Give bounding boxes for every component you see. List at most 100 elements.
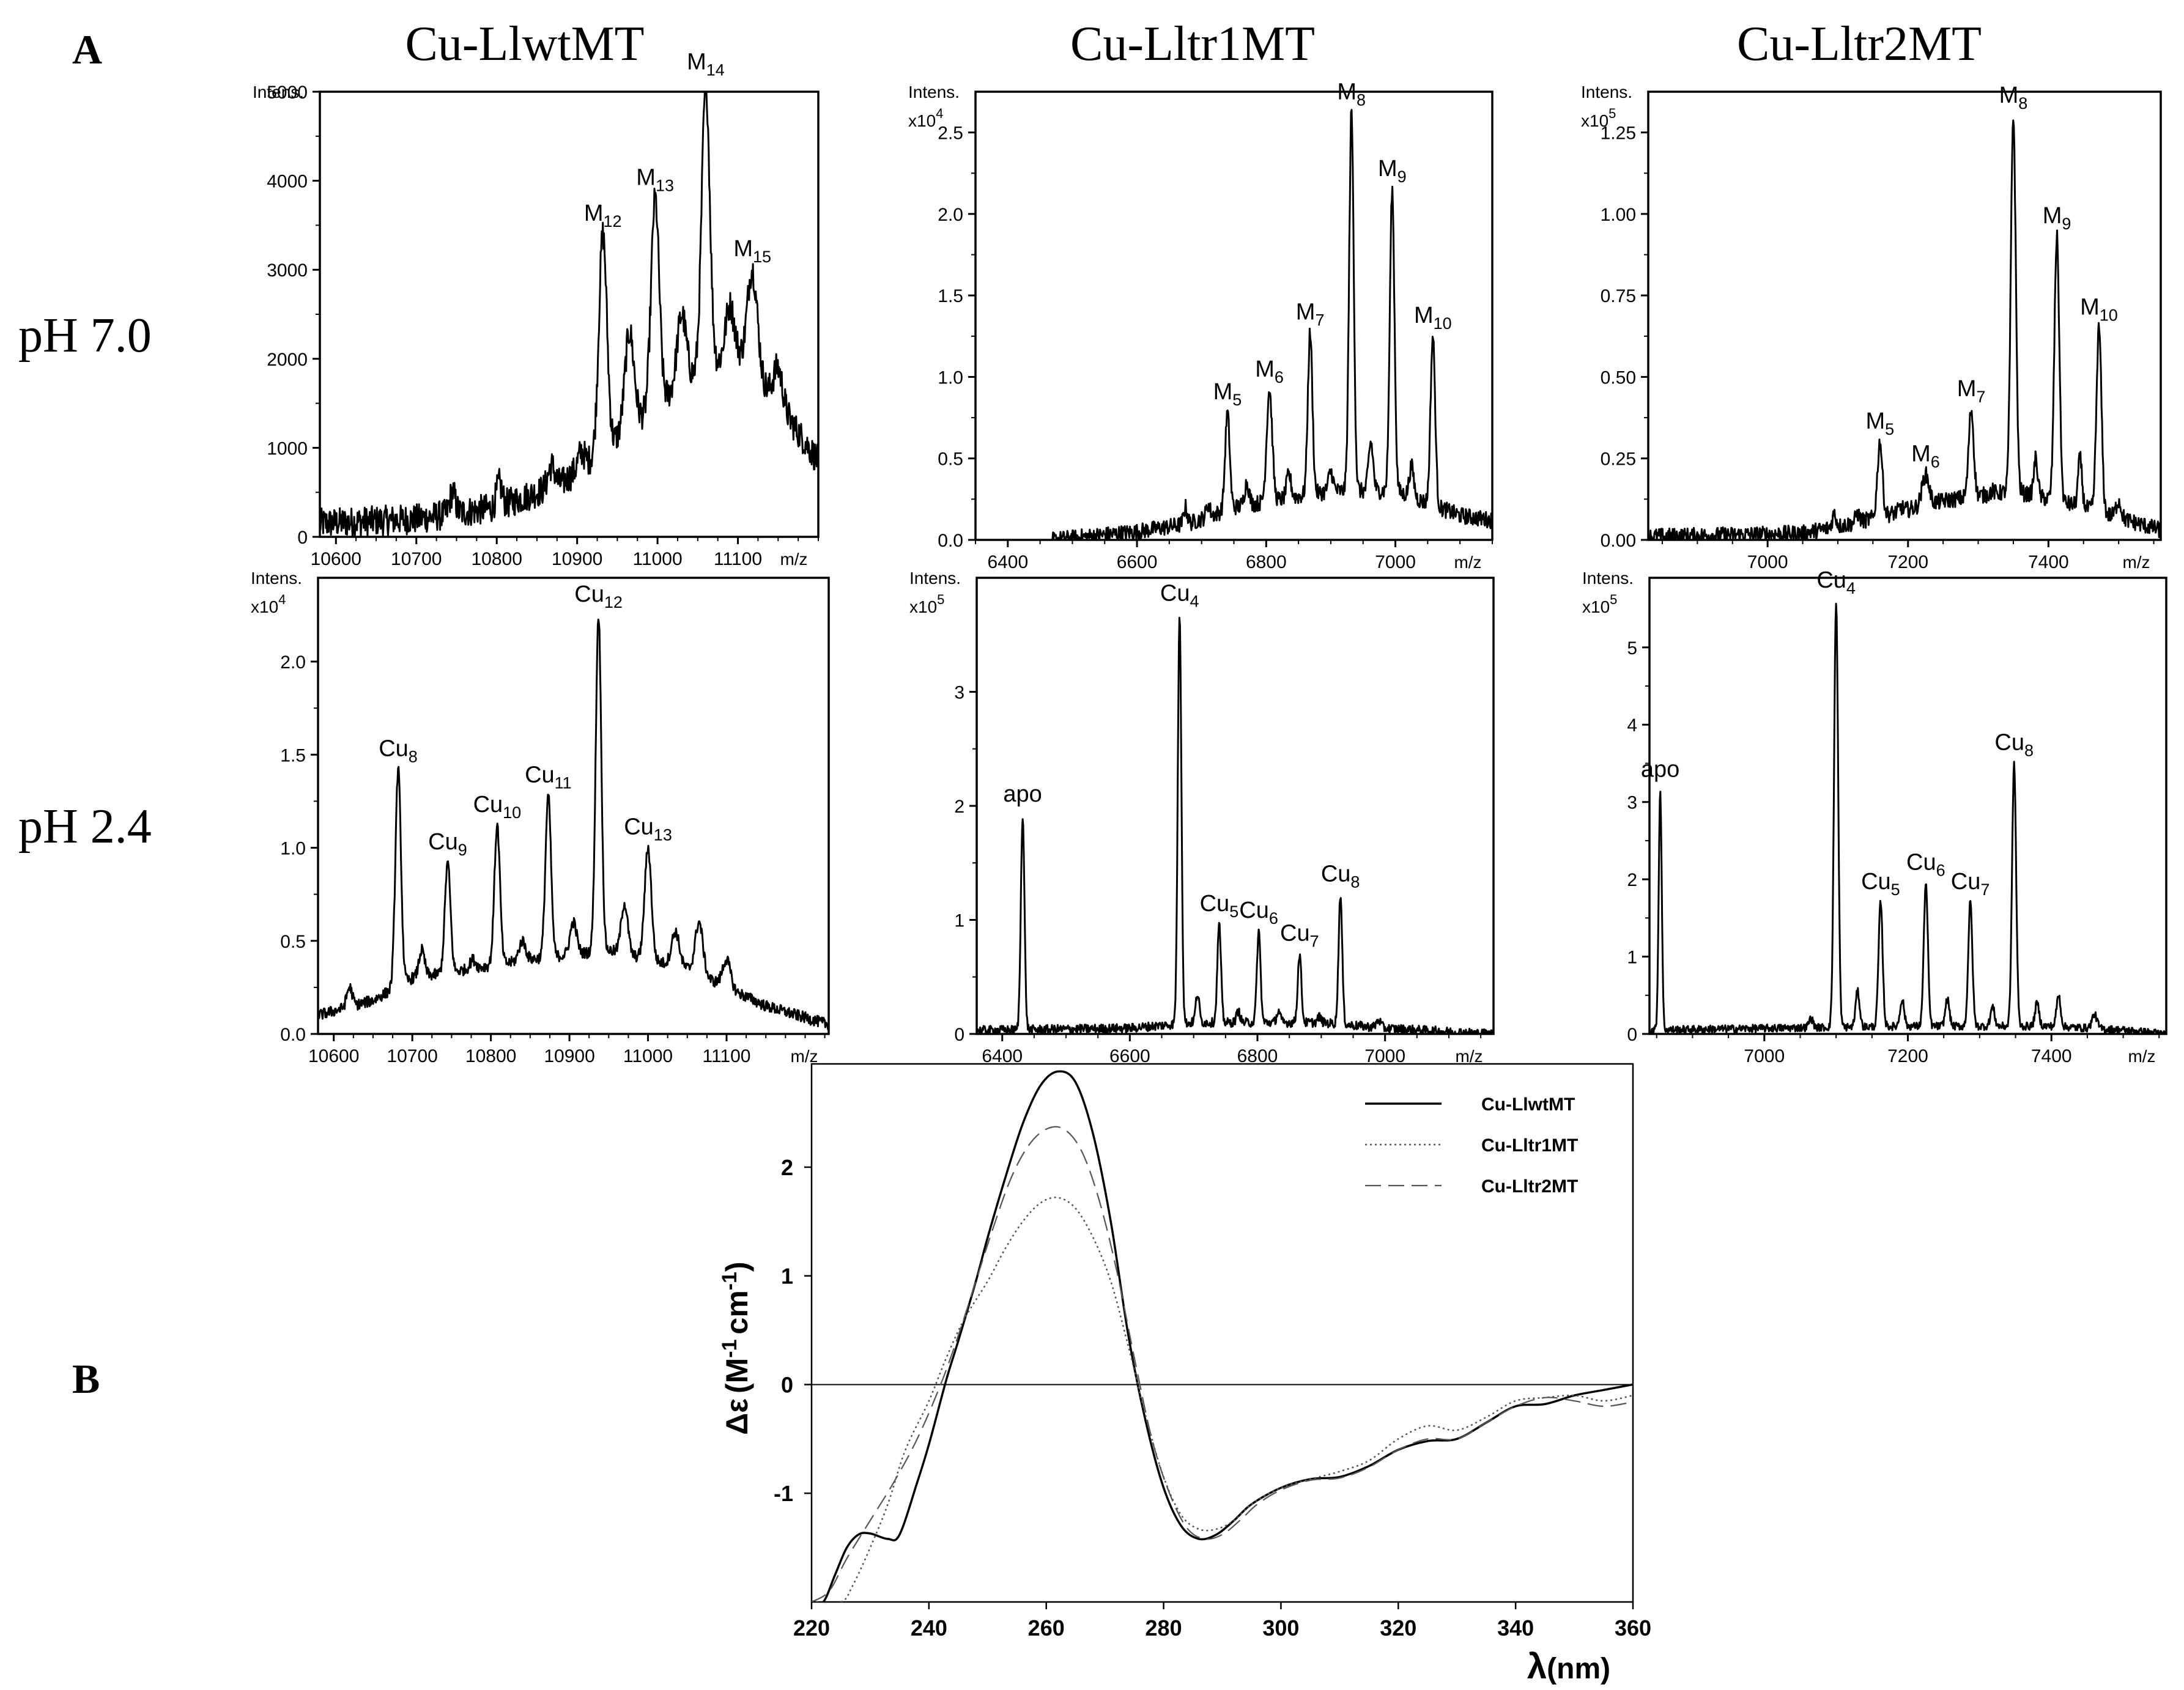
peak-label-species: M [1255,356,1275,382]
y-axis-label-part: -1 [718,1272,741,1290]
x-axis-label: m/z [1455,1047,1483,1066]
y-axis-multiplier: x105 [1581,106,1616,130]
peak-label: apo [1641,757,1679,783]
y-axis-label-part: (M [720,1358,754,1393]
y-tick-label: 2 [781,1155,793,1180]
peak-label-subscript: 9 [458,841,467,859]
x-tick-label: 6400 [982,1046,1023,1066]
x-tick-label: 300 [1262,1615,1299,1640]
y-axis-label: Intens. [1582,569,1634,588]
x-tick-label: 6800 [1246,552,1287,572]
peak-label-subscript: 4 [1846,579,1856,597]
y-tick-label: 1 [1627,948,1637,968]
peak-label: M9 [2043,203,2071,233]
peak-label-species: M [1213,379,1233,405]
peak-label-subscript: 9 [2062,215,2071,233]
y-axis-label: Δε(M-1cm-1) [718,1261,754,1434]
peak-label-subscript: 10 [503,803,521,822]
multiplier-exponent: 5 [1608,106,1616,121]
peak-label: M5 [1213,379,1242,409]
x-tick-label: 7200 [1887,552,1928,572]
y-tick-label: 0 [954,1025,964,1045]
spectrum-trace [975,109,1494,541]
peak-label: Cu6 [1906,849,1945,879]
x-tick-label: 10600 [308,1046,359,1066]
peak-label-species: M [1999,83,2019,108]
peak-label-subscript: 5 [1891,880,1900,899]
x-tick-label: 10700 [387,1046,437,1066]
peak-label-subscript: 5 [1232,391,1242,409]
x-tick-label: 320 [1380,1615,1416,1640]
y-tick-label: 2000 [267,350,308,370]
peak-label-subscript: 8 [1357,91,1366,109]
peak-label-subscript: 5 [1229,902,1238,921]
x-tick-label: 240 [911,1615,947,1640]
peak-label-species: M [584,201,604,226]
peak-label: M15 [733,236,771,266]
x-axis-label: λ(nm) [1527,1647,1610,1686]
multiplier-exponent: 5 [937,592,944,607]
spectrum-trace [975,616,1494,1035]
x-tick-label: 11100 [703,1046,751,1066]
peak-label: Cu5 [1200,891,1239,921]
x-tick-label: 11100 [714,549,762,569]
peak-label: Cu7 [1280,920,1319,950]
peak-label-subscript: 10 [1434,314,1452,333]
peak-label-subscript: 9 [1397,168,1407,186]
y-axis-label-part: ) [720,1261,754,1272]
peak-label-subscript: 7 [1310,932,1319,950]
spectrum-wt_ph70: 0 1000 2000 3000 4000 5000 10600 10700 10800 1090… [253,49,820,569]
peak-label-subscript: 8 [2018,94,2027,113]
x-tick-label: 7000 [1364,1046,1405,1066]
peak-label-species: Cu [624,814,654,840]
peak-label-subscript: 12 [604,212,622,231]
y-axis-multiplier: x105 [1582,592,1617,616]
y-tick-label: 2.0 [280,652,306,673]
x-axis-unit: (nm) [1547,1653,1610,1685]
peak-label: M10 [1414,303,1452,333]
peak-label-species: Cu [428,829,458,855]
y-axis-multiplier: x104 [908,106,943,130]
y-tick-label: 4 [1627,715,1637,736]
peak-label-species: M [1296,299,1316,325]
x-tick-label: 10600 [311,549,361,569]
peak-label-species: Cu [1200,891,1230,917]
spectrum-trace [319,92,820,538]
multiplier-base: x10 [909,597,937,616]
peak-label-species: M [2043,203,2062,229]
cd-series-2 [812,1197,1633,1602]
peak-label: M14 [687,49,725,79]
spectrum-wt_ph24: 0.0 0.5 1.0 1.5 2.0 10600 10700 10800 10900 11000… [251,569,830,1066]
y-axis-multiplier: x105 [909,592,944,616]
y-tick-label: 2.5 [938,124,963,144]
x-tick-label: 6800 [1237,1046,1278,1066]
peak-label-species: M [1911,441,1931,467]
peak-label: Cu4 [1816,567,1856,597]
plot-frame [1647,90,2162,541]
peak-label-species: M [1378,156,1397,182]
peak-label-species: M [1957,376,1977,402]
row-label-ph70: pH 7.0 [18,309,152,363]
plot-frame [1648,577,2167,1035]
peak-label-species: M [733,236,753,262]
x-tick-label: 10700 [391,549,442,569]
peak-label: M6 [1911,441,1940,471]
peak-label-subscript: 11 [555,773,572,792]
y-tick-label: 1.25 [1601,124,1636,144]
y-axis-label: Intens. [1581,83,1632,101]
peak-label: M8 [1337,79,1366,109]
x-tick-label: 220 [793,1615,830,1640]
peak-label-subscript: 7 [1980,880,1990,899]
multiplier-exponent: 4 [936,106,943,121]
x-tick-label: 7000 [1375,552,1416,572]
peak-label-species: M [687,49,706,75]
y-tick-label: 0.0 [280,1025,306,1045]
spectrum-trace [1647,119,2162,541]
multiplier-exponent: 4 [278,592,286,607]
peak-label: M12 [584,201,622,231]
panel-b-label: B [72,1356,100,1402]
y-tick-label: 1 [954,911,964,931]
peak-label: M9 [1378,156,1407,186]
